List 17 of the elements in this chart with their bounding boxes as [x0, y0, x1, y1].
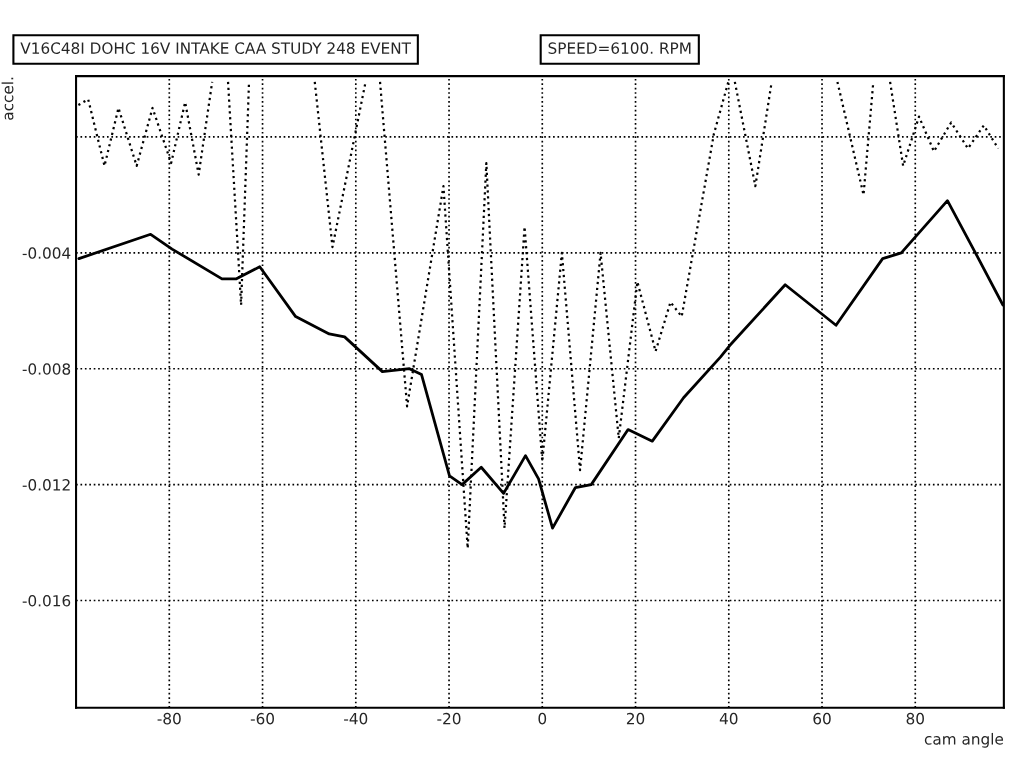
- x-tick-label: -60: [250, 712, 275, 725]
- x-tick-label: -40: [344, 712, 368, 725]
- x-tick-label: -80: [157, 712, 181, 725]
- chart-subtitle: SPEED=6100. RPM: [548, 42, 691, 54]
- chart-title: V16C48I DOHC 16V INTAKE CAA STUDY 248 EVENT: [20, 42, 411, 54]
- x-axis-title: cam angle: [924, 732, 1004, 748]
- x-tick-label: 20: [626, 712, 645, 725]
- x-tick-label: 80: [906, 712, 924, 725]
- x-tick-label: 0: [538, 712, 547, 725]
- x-tick-label: -20: [437, 712, 461, 725]
- x-tick-label: 40: [719, 712, 738, 725]
- x-tick-label: 60: [813, 712, 831, 725]
- y-tick-label: -0.004: [22, 247, 71, 259]
- y-axis-title: accel.: [1, 77, 14, 120]
- y-tick-label: -0.012: [22, 479, 70, 491]
- y-tick-label: -0.008: [22, 363, 71, 375]
- y-tick-label: -0.016: [22, 594, 71, 607]
